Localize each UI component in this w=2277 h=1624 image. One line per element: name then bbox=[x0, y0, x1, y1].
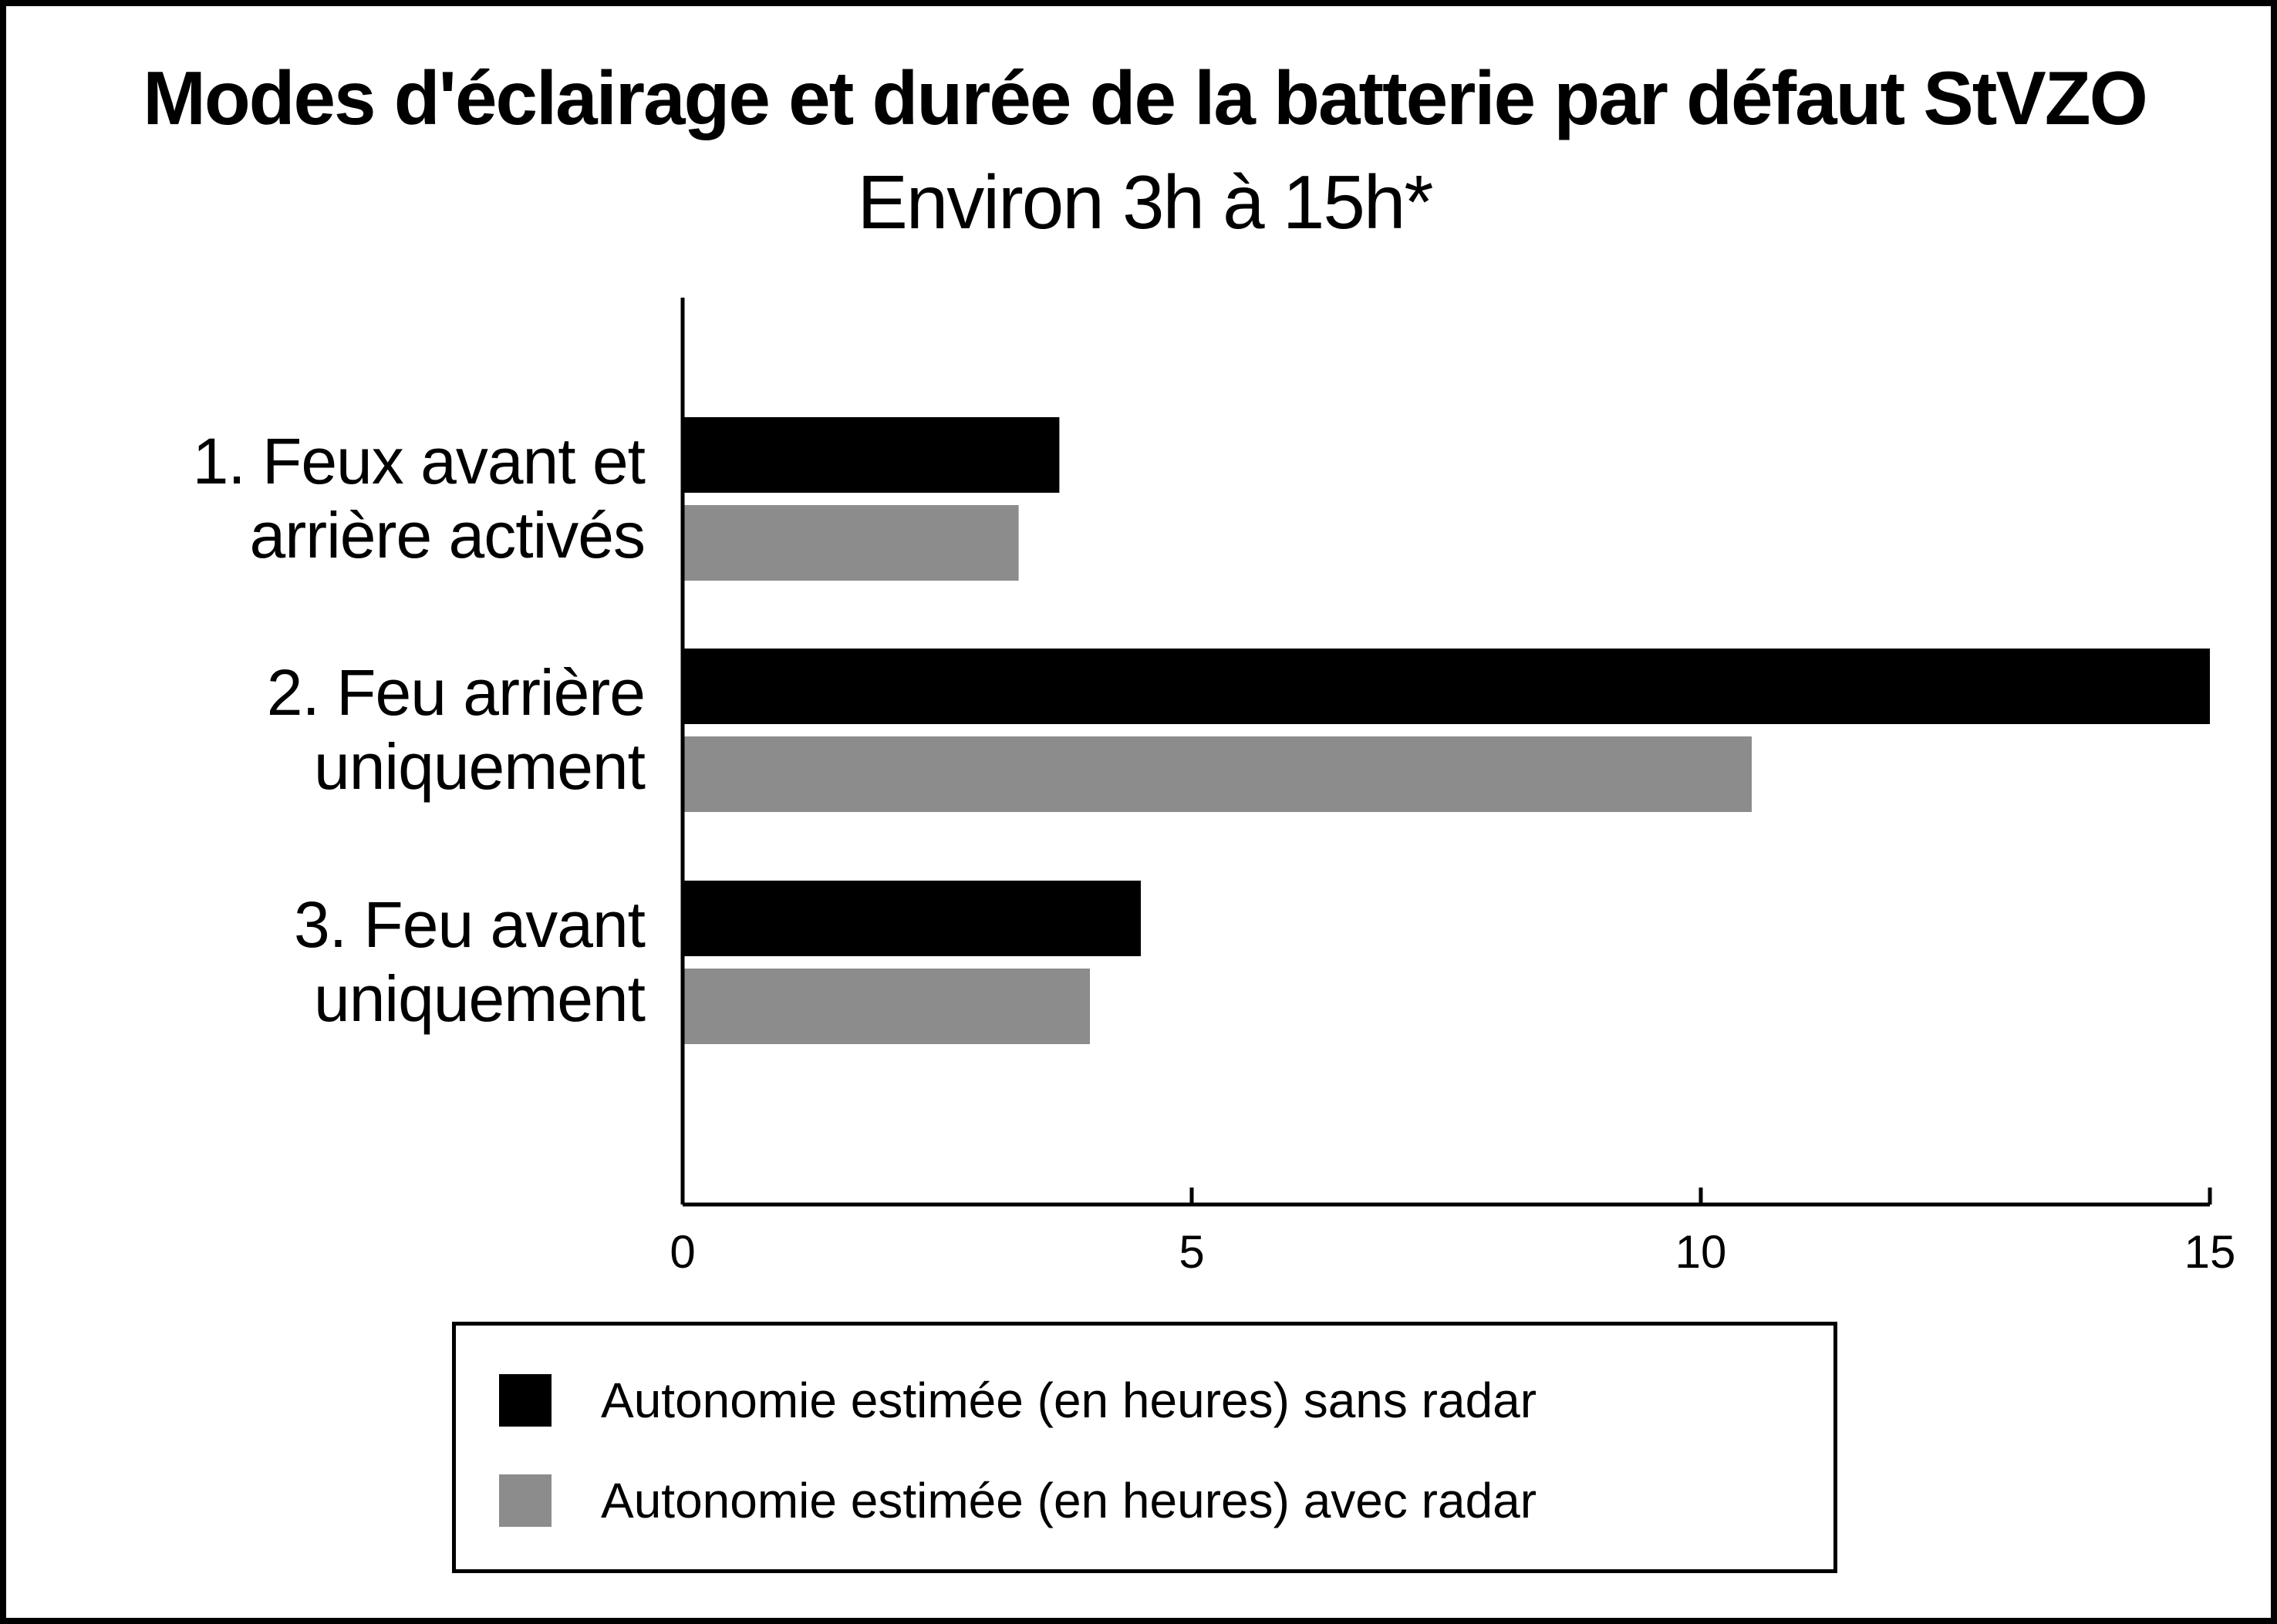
x-tick-label-0: 0 bbox=[670, 1226, 695, 1278]
legend-item-avec-radar: Autonomie estimée (en heures) avec radar bbox=[499, 1473, 1537, 1528]
x-tick-label-10: 10 bbox=[1675, 1226, 1727, 1278]
category-label-2-line-1: 2. Feu arrière bbox=[267, 656, 645, 729]
bar-sans-radar-category-2 bbox=[683, 649, 2210, 724]
category-label-3-line-2: uniquement bbox=[314, 962, 646, 1035]
category-label-1-line-1: 1. Feux avant et bbox=[193, 425, 646, 497]
category-label-2-line-2: uniquement bbox=[314, 730, 646, 803]
chart-title: Modes d'éclairage et durée de la batteri… bbox=[143, 56, 2148, 140]
category-label-1-line-2: arrière activés bbox=[249, 499, 645, 571]
legend-swatch-sans-radar bbox=[499, 1374, 552, 1427]
chart-subtitle: Environ 3h à 15h* bbox=[857, 160, 1433, 244]
x-tick-label-15: 15 bbox=[2184, 1226, 2236, 1278]
legend-label-sans-radar: Autonomie estimée (en heures) sans radar bbox=[601, 1373, 1537, 1428]
bar-sans-radar-category-3 bbox=[683, 881, 1141, 956]
bar-sans-radar-category-1 bbox=[683, 417, 1060, 493]
x-tick-label-5: 5 bbox=[1179, 1226, 1204, 1278]
legend: Autonomie estimée (en heures) sans radar… bbox=[452, 1322, 1837, 1573]
bars-group bbox=[683, 417, 2210, 1044]
x-axis-ticks-group: 0 5 10 15 bbox=[670, 1188, 2235, 1278]
legend-label-avec-radar: Autonomie estimée (en heures) avec radar bbox=[601, 1473, 1537, 1528]
bar-avec-radar-category-2 bbox=[683, 736, 1752, 812]
bar-avec-radar-category-1 bbox=[683, 505, 1019, 581]
legend-item-sans-radar: Autonomie estimée (en heures) sans radar bbox=[499, 1373, 1537, 1428]
category-label-3-line-1: 3. Feu avant bbox=[294, 888, 646, 961]
bar-avec-radar-category-3 bbox=[683, 969, 1090, 1044]
legend-swatch-avec-radar bbox=[499, 1474, 552, 1527]
